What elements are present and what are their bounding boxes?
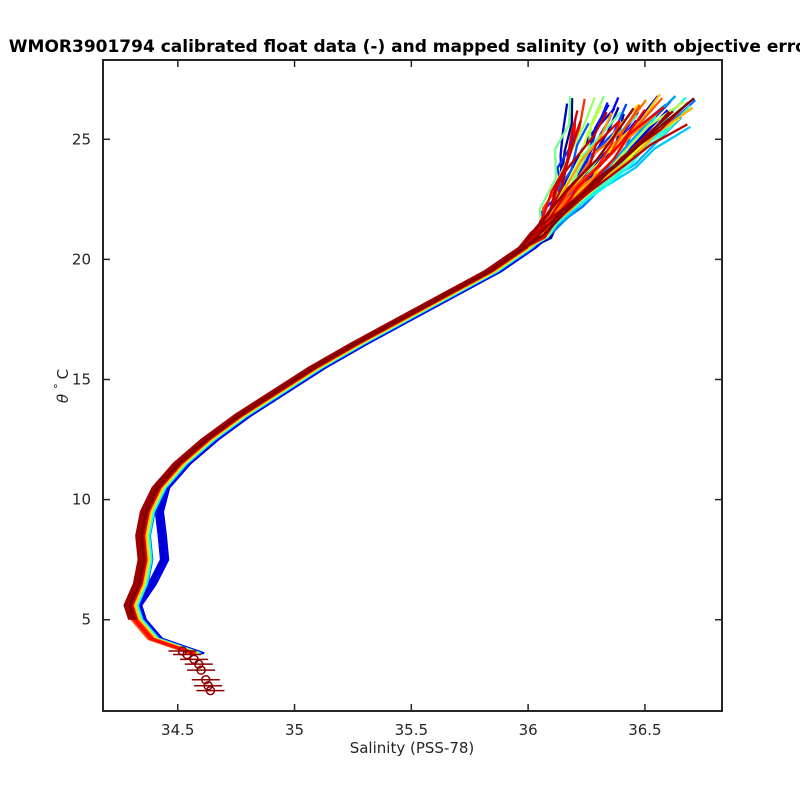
mapped-salinity-marker [194,659,204,669]
float-profile-line [135,116,683,655]
y-axis-label-unit: C [54,369,72,379]
float-profile-line [133,122,590,655]
mapped-salinity-marker [196,665,206,675]
float-profile-line [138,106,620,655]
float-profile-line [136,122,675,655]
mapped-salinity-points [168,646,225,696]
float-profile-line [130,96,572,655]
float-profile-line [129,117,681,655]
float-profile-line [134,95,605,655]
float-profile-line [131,104,603,655]
x-tick-label: 36.5 [628,721,661,739]
x-axis: 34.5 35 35.5 36 36.5 [161,60,662,739]
float-profile-line [127,120,582,621]
float-profile-line [136,107,616,655]
float-profile-line [125,107,635,621]
plot-area [123,93,697,655]
mapped-salinity-marker [182,649,192,660]
float-profile-line [136,98,574,655]
y-tick-label: 15 [72,370,91,388]
float-profile-line [128,123,577,655]
float-profile-line [137,103,628,655]
y-axis: 5 10 15 20 25 [72,130,722,629]
float-profile-line [128,97,695,621]
float-profile-line [131,110,579,621]
float-profile-line [125,111,608,621]
mapped-salinity-marker [203,681,213,691]
mapped-salinity-marker [205,685,216,696]
mapped-salinity-marker [201,675,211,685]
float-profile-line [125,123,688,621]
float-profile-line [133,105,691,655]
y-axis-label-degree: ° [52,383,65,389]
float-profile-line [134,102,609,655]
y-tick-label: 25 [72,130,91,148]
y-axis-label-symbol: θ [54,394,72,403]
chart-title: WMOR3901794 calibrated float data (-) an… [9,37,800,57]
float-profile-line [133,96,596,655]
axes-box [102,59,723,712]
float-profile-line [131,125,692,655]
x-axis-label: Salinity (PSS-78) [350,739,475,757]
float-profile-line [127,112,613,655]
svg-text:θ°C: θ ° C [52,369,72,403]
float-profile-line [138,104,610,655]
x-tick-label: 36 [519,721,538,739]
float-profile-line [131,106,694,655]
y-tick-label: 5 [81,611,91,629]
float-profile-line [128,98,586,655]
y-tick-label: 10 [72,491,91,509]
y-axis-label: θ ° C [52,369,72,403]
x-tick-label: 34.5 [161,721,194,739]
float-profile-line [132,116,577,655]
float-profile-line [139,96,620,655]
y-tick-label: 20 [72,250,91,268]
x-tick-label: 35 [285,721,304,739]
x-tick-label: 35.5 [395,721,428,739]
float-profile-line [134,103,569,655]
